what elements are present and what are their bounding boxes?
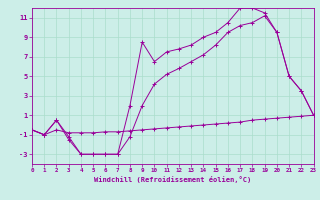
X-axis label: Windchill (Refroidissement éolien,°C): Windchill (Refroidissement éolien,°C)	[94, 176, 252, 183]
